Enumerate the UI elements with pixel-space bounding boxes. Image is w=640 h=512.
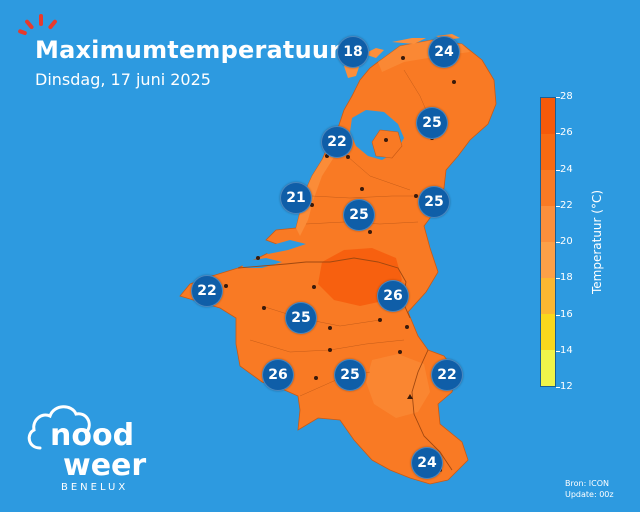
city-dot xyxy=(346,155,350,159)
logo-sun-icon xyxy=(18,14,57,36)
station-badge: 25 xyxy=(285,302,317,334)
station-badge: 22 xyxy=(431,359,463,391)
station-badge: 26 xyxy=(377,280,409,312)
province-line-4 xyxy=(261,305,381,327)
flevoland xyxy=(371,129,403,159)
station-badge: 25 xyxy=(418,186,450,218)
city-dot xyxy=(452,80,456,84)
city-dot xyxy=(401,56,405,60)
source-update: Update: 00z xyxy=(565,490,614,499)
source-note: Bron: ICON Update: 00z xyxy=(565,478,614,500)
logo-tagline: BENELUX xyxy=(61,482,129,493)
coastal-zone-cool xyxy=(296,146,336,236)
ardennes-zone xyxy=(366,354,430,418)
city-dot xyxy=(405,325,409,329)
legend-tick-label: 12 xyxy=(560,381,573,392)
legend-tick-label: 18 xyxy=(560,272,573,283)
nl-de-border-inner xyxy=(311,195,428,199)
legend-tick-label: 14 xyxy=(560,345,573,356)
legend-tick-mark xyxy=(556,278,560,280)
temperature-legend-bar xyxy=(540,97,556,387)
city-dot xyxy=(378,318,382,322)
city-dot xyxy=(384,138,388,142)
summit-marker-icon xyxy=(407,394,413,399)
city-dot xyxy=(368,230,372,234)
page-subtitle: Dinsdag, 17 juni 2025 xyxy=(35,70,211,89)
city-dot xyxy=(310,203,314,207)
city-dot xyxy=(312,285,316,289)
legend-tick-mark xyxy=(556,387,560,388)
legend-tick-label: 26 xyxy=(560,127,573,138)
wadden-island-ameland xyxy=(392,38,426,44)
legend-tick-label: 16 xyxy=(560,309,573,320)
legend-tick-mark xyxy=(556,205,560,207)
city-dot xyxy=(328,348,332,352)
legend-tick-label: 24 xyxy=(560,164,573,175)
station-badge: 21 xyxy=(280,182,312,214)
be-lu-border xyxy=(411,349,453,471)
station-badge: 18 xyxy=(337,36,369,68)
city-dot xyxy=(224,284,228,288)
legend-tick-mark xyxy=(556,314,560,316)
page-title: Maximumtemperatuur xyxy=(35,36,342,64)
province-line-2 xyxy=(339,149,411,191)
station-badge: 26 xyxy=(262,359,294,391)
legend-tick-mark xyxy=(556,242,560,243)
legend-tick-label: 22 xyxy=(560,200,573,211)
zeeland-water-1 xyxy=(262,240,306,254)
station-badge: 25 xyxy=(343,199,375,231)
city-dot xyxy=(262,306,266,310)
legend-title: Temperatuur (°C) xyxy=(590,189,604,295)
logo-word-nood: nood xyxy=(50,418,135,453)
legend-tick-mark xyxy=(556,97,560,98)
city-dot xyxy=(256,256,260,260)
station-badge: 22 xyxy=(191,275,223,307)
city-dot xyxy=(398,350,402,354)
legend-tick-mark xyxy=(556,350,560,352)
zeeland-water-2 xyxy=(240,258,282,268)
station-badge: 24 xyxy=(428,36,460,68)
logo-cloud-icon xyxy=(27,405,91,450)
city-dot xyxy=(328,326,332,330)
legend-tick-label: 28 xyxy=(560,91,573,102)
city-dot xyxy=(414,194,418,198)
station-badge: 25 xyxy=(334,359,366,391)
legend-tick-label: 20 xyxy=(560,236,573,247)
legend-tick-mark xyxy=(556,169,560,171)
station-badge: 24 xyxy=(411,447,443,479)
station-badge: 22 xyxy=(321,126,353,158)
city-dot xyxy=(314,376,318,380)
legend-tick-mark xyxy=(556,133,560,135)
wadden-island-vlieland xyxy=(364,48,384,58)
source-model: Bron: ICON xyxy=(565,479,610,488)
station-badge: 25 xyxy=(416,107,448,139)
city-dot xyxy=(360,187,364,191)
logo-word-weer: weer xyxy=(63,448,147,483)
city-dots xyxy=(224,56,456,472)
